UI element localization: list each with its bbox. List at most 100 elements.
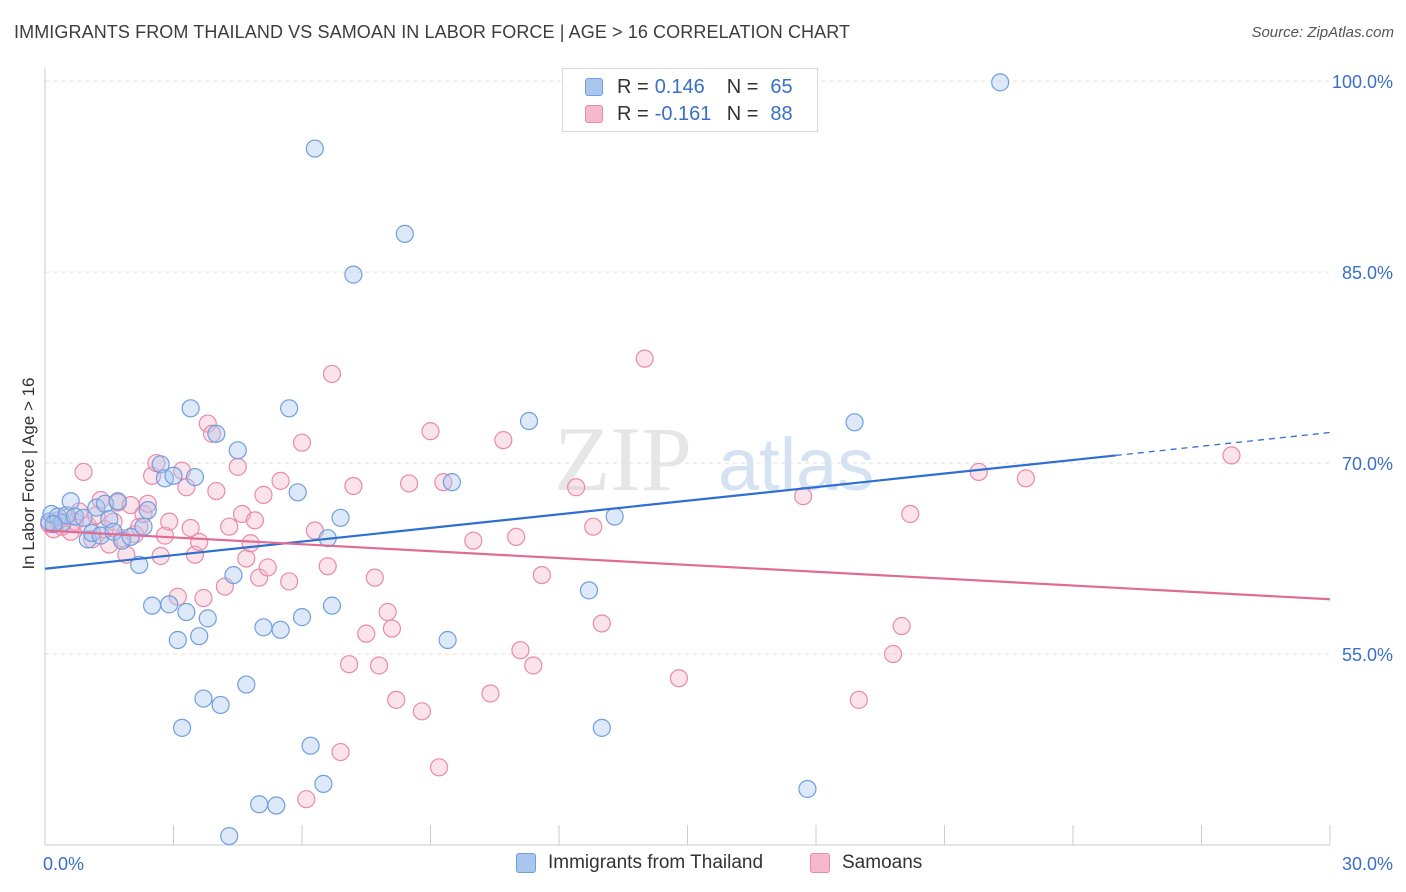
axes [44, 68, 1331, 846]
thailand-point [198, 609, 217, 628]
samoans-point [340, 655, 359, 674]
thailand-point [87, 498, 106, 517]
series-label-thailand: Immigrants from Thailand [548, 852, 764, 873]
thailand-point [220, 826, 239, 846]
samoans-point [567, 478, 586, 497]
samoans-point [421, 422, 440, 441]
series-legend-samoans: Samoans [810, 852, 922, 874]
series-legend: Immigrants from Thailand Samoans [0, 852, 1406, 878]
samoans-point [370, 656, 389, 675]
y-axis-label: In Labor Force | Age > 16 [19, 377, 38, 569]
samoans-point [160, 512, 179, 531]
samoans-point [292, 433, 312, 452]
thailand-point [121, 527, 140, 546]
thailand-point [592, 718, 611, 737]
samoans-point [892, 616, 911, 636]
samoans-point [494, 431, 513, 450]
y-tick-label: 70.0% [1342, 454, 1393, 474]
samoans-point [969, 462, 988, 482]
legend-n-label: N = [726, 102, 759, 125]
thailand-point [74, 508, 93, 527]
legend-swatch-samoans [585, 105, 603, 123]
thailand-point [224, 565, 243, 585]
thailand-points [40, 73, 1010, 846]
thailand-point [301, 736, 320, 755]
samoans-point [412, 702, 432, 721]
samoans-point [237, 549, 256, 568]
thailand-point [211, 695, 230, 715]
thailand-point [177, 602, 196, 622]
legend-row-samoans: R = -0.161 N = 88 [585, 102, 793, 126]
samoans-point [297, 790, 316, 809]
legend-swatch-thailand [585, 78, 603, 96]
samoans-point [181, 518, 200, 538]
samoans-point [481, 684, 500, 703]
legend-r-label: R = [617, 102, 649, 125]
samoans-point [331, 742, 350, 762]
chart-title: IMMIGRANTS FROM THAILAND VS SAMOAN IN LA… [14, 22, 851, 42]
series-legend-thailand: Immigrants from Thailand [516, 852, 763, 874]
samoans-point [429, 758, 449, 777]
samoans-point [83, 530, 102, 549]
samoans-point [138, 494, 157, 513]
samoans-point [378, 602, 397, 622]
thailand-point [207, 424, 226, 443]
thailand-point [579, 581, 599, 600]
thailand-point [181, 399, 200, 418]
thailand-point [108, 492, 127, 511]
thailand-point [845, 413, 864, 432]
samoans-point [511, 641, 530, 660]
legend-n-label: N = [726, 75, 759, 98]
thailand-point [254, 618, 273, 637]
samoans-point [507, 527, 526, 546]
samoans-point [202, 424, 222, 443]
trend-lines [44, 431, 1331, 601]
thailand-point [138, 501, 157, 520]
legend-row-thailand: R = 0.146 N = 65 [585, 75, 793, 99]
samoans-point [357, 624, 376, 643]
samoans-point [194, 588, 213, 608]
watermark-zip: ZIP [554, 408, 692, 510]
samoans-point [241, 534, 260, 553]
samoans-point [344, 476, 363, 496]
thailand-point [305, 139, 324, 158]
thailand-point [61, 492, 80, 511]
samoans-point [635, 349, 654, 368]
samoans-point [901, 504, 920, 524]
samoans-point [228, 457, 247, 476]
thailand-point [288, 483, 307, 502]
samoans-point [190, 532, 209, 552]
samoans-trend-line [44, 529, 1331, 601]
thailand-point [519, 411, 539, 431]
thailand-point [292, 608, 312, 627]
samoans-point [584, 517, 603, 536]
thailand-trend-extension [1115, 431, 1331, 457]
y-tick-labels: 55.0% 70.0% 85.0% 100.0% [1332, 72, 1393, 665]
thailand-point [160, 595, 179, 614]
y-tick-label: 85.0% [1342, 263, 1393, 283]
thailand-point [605, 507, 624, 526]
samoans-point [883, 644, 903, 664]
source-label: Source: ZipAtlas.com [1251, 24, 1394, 41]
samoans-point [382, 619, 402, 638]
thailand-point [438, 630, 457, 650]
thailand-point [237, 675, 256, 694]
samoans-point [532, 565, 551, 585]
thailand-point [168, 630, 187, 650]
samoans-point [254, 485, 273, 504]
thailand-point [142, 596, 162, 615]
thailand-point [991, 73, 1010, 92]
thailand-point [798, 779, 817, 799]
thailand-point [250, 795, 269, 814]
samoans-point [399, 474, 419, 493]
series-label-samoans: Samoans [842, 852, 923, 873]
x-tick-labels: 0.0% 30.0% [43, 854, 1393, 874]
legend-r-label: R = [617, 75, 649, 98]
samoans-point [74, 462, 93, 482]
y-tick-label: 100.0% [1332, 72, 1393, 92]
legend-n-value: 65 [770, 75, 793, 98]
thailand-point [344, 265, 363, 284]
thailand-point [267, 796, 286, 815]
series-swatch-thailand [516, 853, 536, 873]
legend-r-value: 0.146 [654, 75, 705, 98]
